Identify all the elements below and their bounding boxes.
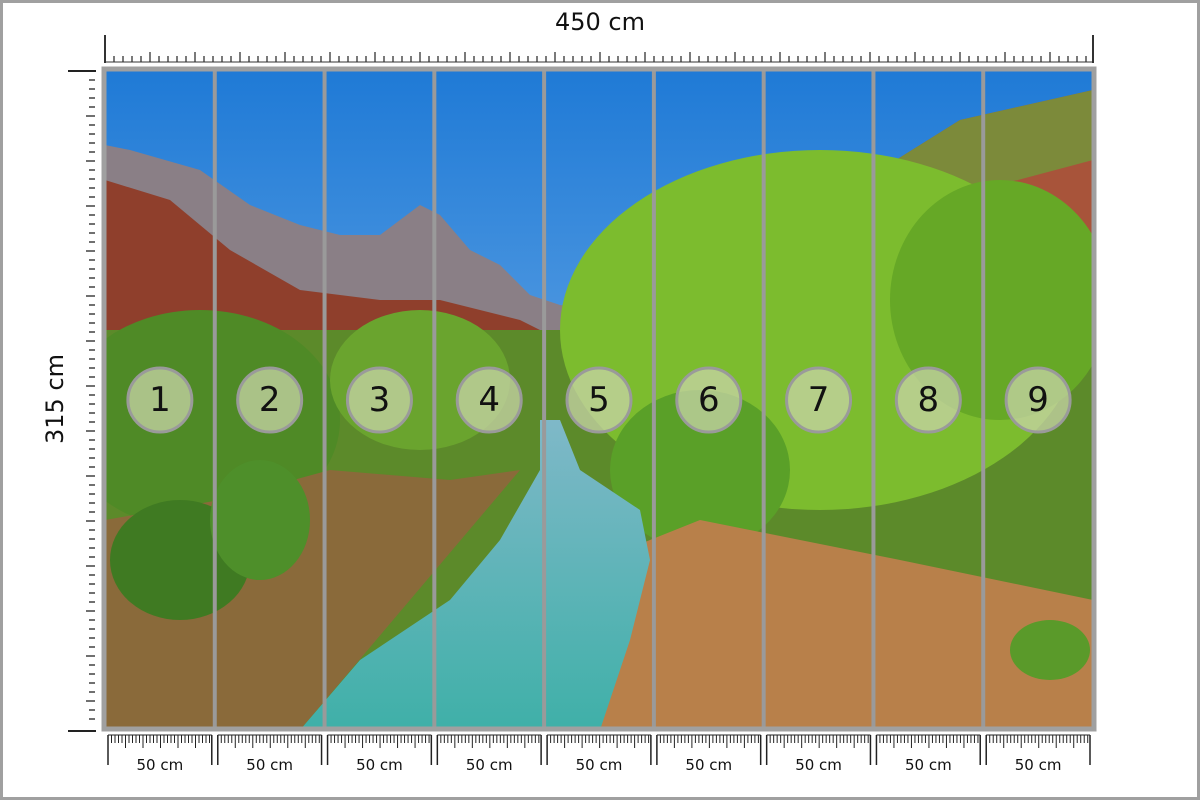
panel-width-ruler: 50 cm bbox=[875, 734, 981, 774]
panel-number-badge: 5 bbox=[565, 366, 633, 434]
panel-number: 9 bbox=[1027, 380, 1049, 420]
badge-circle bbox=[126, 366, 194, 434]
panel-width-label: 50 cm bbox=[795, 756, 842, 774]
badge-circle bbox=[236, 366, 304, 434]
mural-frame bbox=[101, 66, 1097, 732]
panel-number: 3 bbox=[369, 380, 391, 420]
bottom-ruler: 50 cm 50 cm 50 cm 50 cm 50 cm 50 cm 50 cm 50 cm… bbox=[107, 734, 1091, 774]
panel-number-badge: 4 bbox=[455, 366, 523, 434]
badge-circle bbox=[894, 366, 962, 434]
panel-number-badge: 3 bbox=[345, 366, 413, 434]
panel-number: 5 bbox=[588, 380, 610, 420]
panel-width-label: 50 cm bbox=[685, 756, 732, 774]
badge-circle bbox=[785, 366, 853, 434]
panel-number-badge: 9 bbox=[1004, 366, 1072, 434]
panel-number-badge: 2 bbox=[236, 366, 304, 434]
badge-circle bbox=[345, 366, 413, 434]
panel-number-badge: 1 bbox=[126, 366, 194, 434]
left-ruler bbox=[68, 70, 96, 732]
panel-width-label: 50 cm bbox=[246, 756, 293, 774]
badge-circle bbox=[675, 366, 743, 434]
badge-circle bbox=[455, 366, 523, 434]
panel-width-label: 50 cm bbox=[466, 756, 513, 774]
badge-circle bbox=[565, 366, 633, 434]
panel-width-label: 50 cm bbox=[1015, 756, 1062, 774]
panel-width-label: 50 cm bbox=[576, 756, 623, 774]
panel-number: 6 bbox=[698, 380, 720, 420]
panel-number-badge: 8 bbox=[894, 366, 962, 434]
panel-number-badge: 7 bbox=[785, 366, 853, 434]
panel-width-ruler: 50 cm bbox=[326, 734, 433, 774]
panel-number: 8 bbox=[918, 380, 940, 420]
panel-dividers bbox=[212, 70, 986, 728]
panel-width-label: 50 cm bbox=[356, 756, 403, 774]
panel-width-label: 50 cm bbox=[905, 756, 952, 774]
panel-width-ruler: 50 cm bbox=[765, 734, 872, 774]
top-ruler bbox=[104, 35, 1094, 63]
panel-width-ruler: 50 cm bbox=[985, 734, 1091, 774]
panel-width-ruler: 50 cm bbox=[107, 734, 213, 774]
badge-circle bbox=[1004, 366, 1072, 434]
panel-width-ruler: 50 cm bbox=[656, 734, 762, 774]
panel-width-label: 50 cm bbox=[137, 756, 184, 774]
panel-number: 4 bbox=[478, 380, 500, 420]
panel-width-ruler: 50 cm bbox=[436, 734, 542, 774]
panel-number-badge: 6 bbox=[675, 366, 743, 434]
width-label: 450 cm bbox=[554, 8, 645, 36]
panel-number: 1 bbox=[149, 380, 171, 420]
panel-number: 2 bbox=[259, 380, 281, 420]
panel-number: 7 bbox=[808, 380, 830, 420]
panel-width-ruler: 50 cm bbox=[546, 734, 652, 774]
panel-width-ruler: 50 cm bbox=[217, 734, 323, 774]
